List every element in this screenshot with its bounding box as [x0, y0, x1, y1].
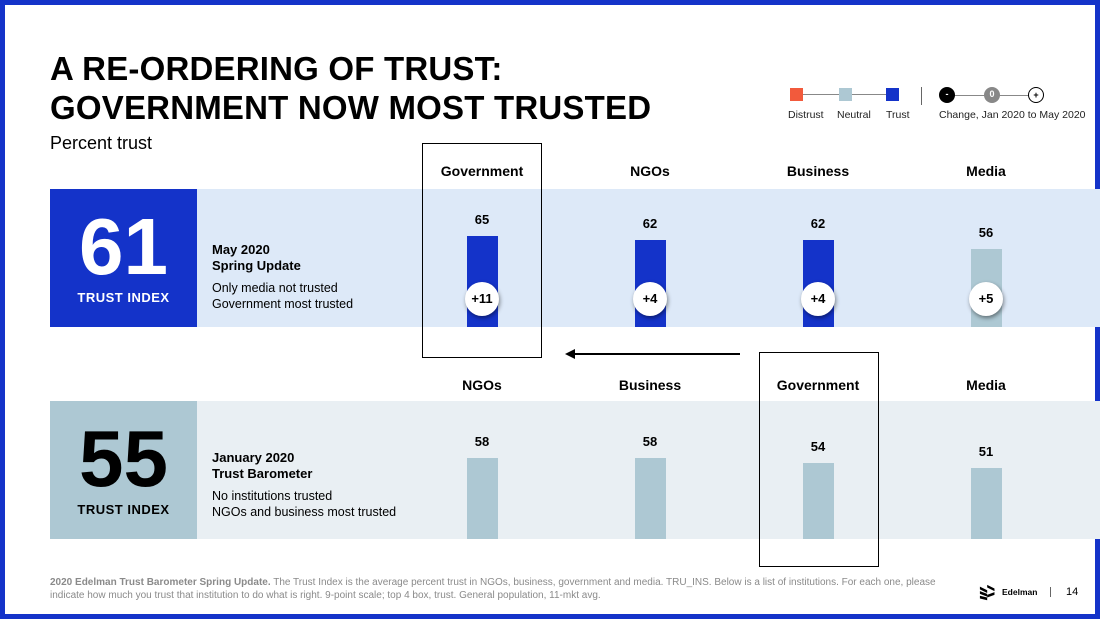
may-change-government: +11	[465, 282, 499, 316]
jan-note-2: NGOs and business most trusted	[212, 504, 397, 519]
legend-neutral-swatch	[839, 88, 852, 101]
jan-value-business: 58	[642, 434, 658, 449]
may-change-media: +5	[969, 282, 1003, 316]
legend-zero-circle: 0	[984, 87, 1000, 103]
may-note-1: Only media not trusted	[212, 281, 338, 295]
jan-bar-media	[970, 468, 1002, 539]
jan-category-government: Government	[776, 377, 860, 393]
may-value-ngos: 62	[642, 216, 658, 231]
legend-distrust-swatch	[790, 88, 803, 101]
legend: Distrust Neutral Trust - 0 + Change, Jan…	[788, 87, 1088, 127]
may-value-media: 56	[978, 225, 994, 240]
legend-trust-swatch	[886, 88, 899, 101]
jan-note-1: No institutions trusted	[212, 489, 333, 503]
may-description: May 2020 Spring Update Only media not tr…	[212, 242, 353, 312]
left-arrow-icon	[565, 349, 740, 359]
jan-category-ngos: NGOs	[462, 377, 502, 393]
may-category-ngos: NGOs	[630, 163, 670, 179]
edelman-logo-icon	[979, 584, 995, 601]
jan-value-media: 51	[978, 444, 994, 459]
highlight-government-jan	[759, 352, 879, 567]
footnote-bold: 2020 Edelman Trust Barometer Spring Upda…	[50, 577, 271, 588]
slide-title: A RE-ORDERING OF TRUST: GOVERNMENT NOW M…	[50, 49, 651, 127]
legend-trust-label: Trust	[886, 109, 910, 121]
may-value-business: 62	[810, 216, 826, 231]
may-category-business: Business	[786, 163, 850, 179]
jan-heading-1: January 2020	[212, 450, 295, 465]
legend-minus-circle: -	[939, 87, 955, 103]
jan-trust-index-label: TRUST INDEX	[77, 502, 170, 517]
footnote: 2020 Edelman Trust Barometer Spring Upda…	[50, 577, 940, 602]
may-value-government: 65	[474, 212, 490, 227]
jan-heading-2: Trust Barometer	[212, 465, 313, 481]
jan-description: January 2020 Trust Barometer No institut…	[212, 450, 396, 520]
legend-distrust-label: Distrust	[788, 109, 824, 121]
highlight-government-may	[422, 143, 542, 358]
jan-trust-index-value: 55	[79, 414, 168, 503]
legend-plus-circle: +	[1028, 87, 1044, 103]
may-change-business: +4	[801, 282, 835, 316]
legend-change-label: Change, Jan 2020 to May 2020	[939, 109, 1086, 121]
jan-trust-index-box: 55 TRUST INDEX	[50, 401, 197, 539]
may-category-government: Government	[440, 163, 524, 179]
brand-name: Edelman	[1002, 587, 1038, 597]
may-trust-index-value: 61	[79, 202, 168, 291]
page-number: 14	[1066, 586, 1079, 598]
legend-separator	[921, 87, 922, 105]
title-line-2: GOVERNMENT NOW MOST TRUSTED	[50, 89, 652, 126]
may-trust-index-box: 61 TRUST INDEX	[50, 189, 197, 327]
may-change-ngos: +4	[633, 282, 667, 316]
jan-bar-business	[634, 458, 666, 539]
slide-subtitle: Percent trust	[50, 133, 153, 153]
jan-value-government: 54	[810, 439, 826, 454]
footnote-text: The Trust Index is the average percent t…	[50, 577, 936, 601]
jan-2020-band	[50, 401, 1100, 539]
title-line-1: A RE-ORDERING OF TRUST:	[50, 50, 503, 87]
may-trust-index-label: TRUST INDEX	[77, 290, 170, 305]
page-separator	[1050, 587, 1051, 597]
may-category-media: Media	[966, 163, 1006, 179]
jan-category-business: Business	[618, 377, 682, 393]
may-heading-1: May 2020	[212, 242, 270, 257]
jan-value-ngos: 58	[474, 434, 490, 449]
may-heading-2: Spring Update	[212, 257, 301, 273]
jan-bar-government	[802, 463, 834, 539]
may-2020-band	[50, 189, 1100, 327]
legend-neutral-label: Neutral	[837, 109, 871, 121]
may-note-2: Government most trusted	[212, 296, 354, 311]
jan-bar-ngos	[466, 458, 498, 539]
jan-category-media: Media	[966, 377, 1006, 393]
